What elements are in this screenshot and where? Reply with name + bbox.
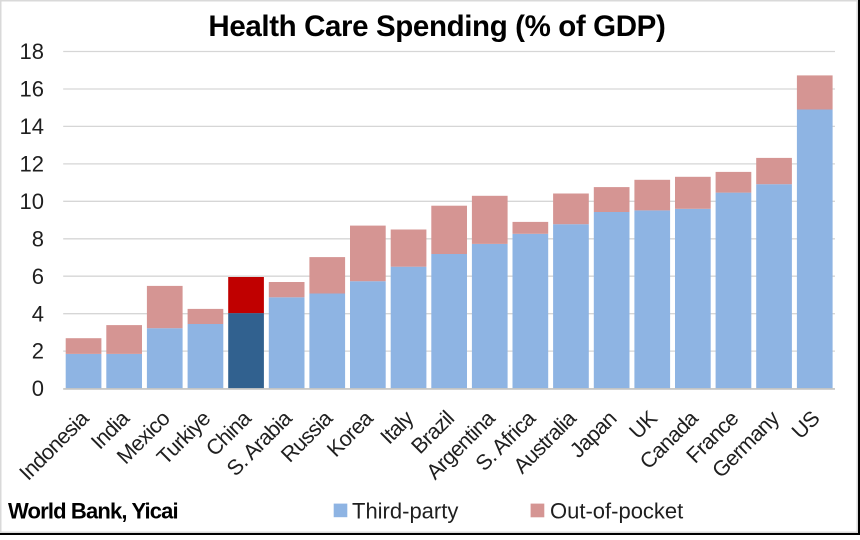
svg-text:14: 14: [20, 114, 44, 139]
svg-text:World Bank, Yicai: World Bank, Yicai: [8, 499, 178, 524]
svg-text:6: 6: [32, 264, 44, 289]
svg-text:Out-of-pocket: Out-of-pocket: [550, 499, 683, 524]
svg-text:8: 8: [32, 226, 44, 251]
svg-text:10: 10: [20, 189, 44, 214]
svg-text:12: 12: [20, 152, 44, 177]
svg-text:Health Care Spending (% of GDP: Health Care Spending (% of GDP): [208, 10, 665, 43]
svg-text:18: 18: [20, 39, 44, 64]
svg-text:2: 2: [32, 339, 44, 364]
svg-text:0: 0: [32, 376, 44, 401]
svg-text:Third-party: Third-party: [352, 499, 458, 524]
svg-text:4: 4: [32, 301, 44, 326]
svg-text:16: 16: [20, 77, 44, 102]
